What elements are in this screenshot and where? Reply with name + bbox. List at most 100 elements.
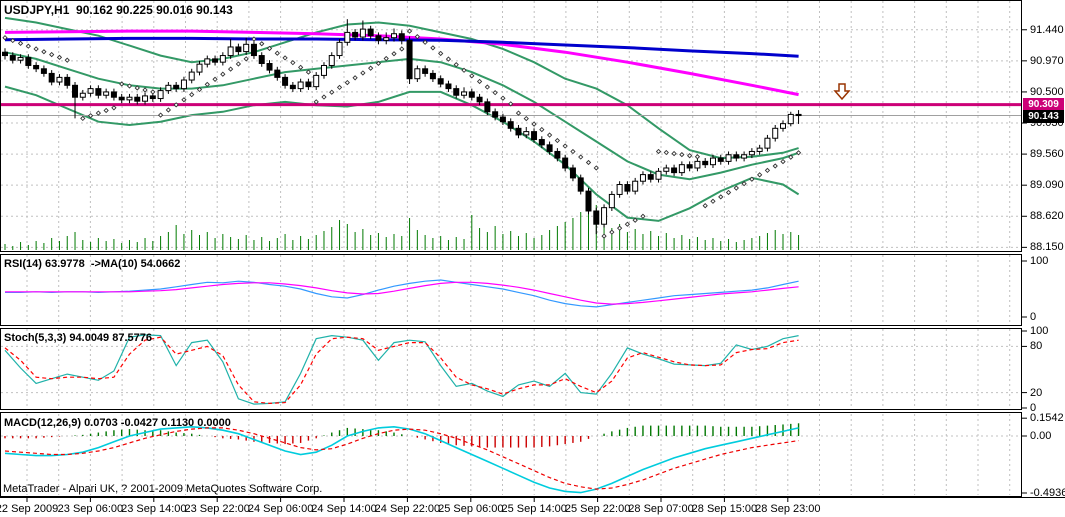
- sar-dot: [500, 95, 506, 101]
- stoch-axis-label: 80: [1030, 340, 1043, 353]
- candle-body: [87, 88, 94, 94]
- candle-body: [663, 167, 670, 172]
- sar-dot: [430, 45, 436, 51]
- candle-body: [212, 58, 219, 63]
- level-price-tag[interactable]: 90.309: [1023, 98, 1064, 112]
- candle-body: [694, 160, 701, 169]
- sar-dot: [718, 194, 724, 200]
- sar-dot: [663, 149, 669, 156]
- candle-body: [764, 137, 771, 149]
- sar-dot: [492, 90, 498, 96]
- candle-body: [149, 95, 156, 100]
- sar-dot: [593, 165, 599, 171]
- stoch-indicator-label: Stoch(5,3,3) 94.0049 87.5776: [4, 332, 152, 344]
- sar-dot: [321, 94, 327, 100]
- sar-dot: [360, 70, 366, 76]
- sar-dot: [212, 76, 218, 82]
- sar-dot: [710, 198, 716, 204]
- sar-dot: [484, 84, 490, 90]
- sar-dot: [515, 110, 522, 116]
- candle-body: [461, 91, 468, 96]
- macd-axis-label: 0.1542: [1030, 412, 1064, 425]
- candle-body: [235, 46, 242, 53]
- sar-dot: [329, 89, 335, 95]
- sar-dot: [655, 148, 662, 155]
- sar-dot: [461, 67, 467, 73]
- time-axis-label: 23 Sep 14:00: [121, 503, 187, 515]
- candle-body: [538, 139, 545, 146]
- rsi-axis-label: 100: [1030, 255, 1049, 267]
- candle-body: [445, 83, 452, 90]
- sar-dot: [469, 73, 475, 79]
- sar-dot: [795, 150, 802, 156]
- sar-dot: [157, 112, 164, 118]
- candle-body: [492, 111, 499, 118]
- time-axis-label: 28 Sep 15:00: [691, 503, 758, 515]
- sar-dot: [539, 126, 545, 133]
- candle-body: [391, 33, 397, 39]
- candle-body: [780, 123, 786, 129]
- copyright-text: MetaTrader - Alpari UK, ? 2001-2009 Meta…: [3, 483, 323, 495]
- candle-body: [359, 28, 366, 38]
- sar-dot: [383, 55, 389, 62]
- sar-dot: [531, 121, 537, 127]
- sar-dot: [251, 36, 257, 42]
- sar-dot: [671, 150, 677, 157]
- sar-dot: [305, 69, 312, 75]
- macd-signal-line: [4, 427, 799, 490]
- time-axis-label: 24 Sep 06:00: [247, 503, 314, 515]
- candle-body: [429, 72, 436, 80]
- sar-dot: [399, 46, 405, 52]
- candle-body: [320, 64, 327, 76]
- macd-axis-label: -0.4936: [1030, 487, 1065, 499]
- candle-body: [616, 184, 623, 195]
- sar-dot: [601, 233, 607, 239]
- sar-dot: [414, 34, 420, 40]
- stoch-axis-label: 100: [1030, 325, 1049, 337]
- candle-body: [756, 147, 763, 152]
- candle-body: [33, 64, 40, 70]
- candle-body: [577, 177, 584, 192]
- candle-body: [243, 43, 250, 53]
- sar-dot: [119, 81, 125, 87]
- price-axis-label: 90.030: [1030, 117, 1064, 130]
- candle-body: [453, 88, 460, 96]
- candle-body: [328, 55, 335, 66]
- sar-dot: [585, 159, 592, 166]
- sar-dot: [290, 60, 296, 66]
- candle-body: [593, 210, 600, 225]
- candle-body: [733, 154, 740, 159]
- sar-dot: [10, 37, 16, 44]
- candle-body: [157, 90, 164, 100]
- sar-dot: [687, 153, 693, 159]
- time-axis-label: 23 Sep 06:00: [57, 503, 124, 515]
- candle-body: [56, 76, 63, 83]
- candle-body: [468, 91, 475, 98]
- candle-body: [741, 154, 748, 159]
- sar-dot: [181, 97, 187, 103]
- candle-body: [601, 207, 608, 225]
- sar-dot: [274, 50, 280, 56]
- sar-dot: [204, 81, 210, 88]
- sar-dot: [313, 99, 319, 105]
- candle-body: [118, 96, 125, 101]
- price-axis-label: 90.970: [1030, 54, 1064, 67]
- candle-body: [655, 170, 662, 180]
- candle-body: [289, 84, 296, 90]
- sar-dot: [578, 154, 584, 160]
- candle-body: [40, 68, 47, 74]
- symbol-ohlc-header: USDJPY,H1 90.162 90.225 90.016 90.143: [4, 3, 233, 17]
- candle-body: [297, 81, 304, 90]
- sar-dot: [196, 86, 203, 93]
- price-axis-label: 88.150: [1030, 241, 1064, 254]
- sar-dot: [788, 154, 794, 160]
- sar-dot: [616, 225, 623, 231]
- sar-dot: [25, 43, 31, 49]
- price-axis-label: 90.500: [1030, 85, 1064, 98]
- sar-dot: [352, 75, 358, 81]
- rsi-line: [5, 279, 799, 308]
- sar-dot: [344, 79, 350, 86]
- time-axis-label: 25 Sep 06:00: [438, 503, 504, 515]
- candle-body: [624, 184, 631, 192]
